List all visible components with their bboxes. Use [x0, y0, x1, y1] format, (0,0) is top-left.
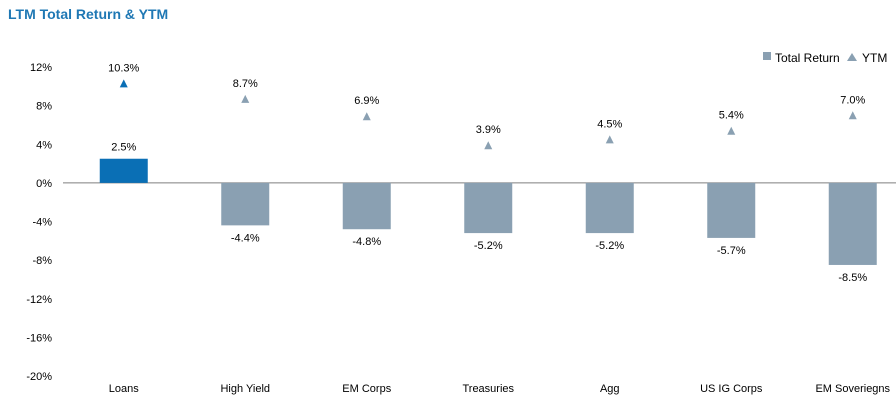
- total-return-label: -5.2%: [474, 240, 503, 252]
- y-tick-label: -12%: [26, 294, 52, 306]
- y-tick-label: -16%: [26, 332, 52, 344]
- x-category-label: EM Soveriegns: [815, 383, 890, 395]
- total-return-label: -5.2%: [595, 240, 624, 252]
- legend-marker-ytm: [847, 53, 857, 61]
- ytm-marker: [605, 135, 614, 144]
- total-return-bar: [828, 182, 877, 265]
- ytm-marker: [848, 111, 857, 120]
- y-axis: 12% 8% 4% 0% -4% -8% -12% -16% -20%: [26, 62, 52, 383]
- bar-series: [99, 158, 877, 265]
- chart-title: LTM Total Return & YTM: [8, 6, 169, 22]
- y-tick-label: -8%: [32, 255, 52, 267]
- x-category-label: EM Corps: [342, 383, 391, 395]
- ytm-label: 5.4%: [719, 110, 744, 122]
- ytm-label: 3.9%: [476, 124, 501, 136]
- y-tick-label: 8%: [36, 101, 52, 113]
- ytm-marker: [362, 112, 371, 121]
- ytm-series: [119, 79, 857, 150]
- ytm-marker: [727, 126, 736, 135]
- ytm-marker: [119, 79, 128, 88]
- total-return-bar: [99, 158, 148, 183]
- ytm-marker: [484, 141, 493, 150]
- y-tick-label: -4%: [32, 217, 52, 229]
- ytm-label: 4.5%: [597, 118, 622, 130]
- legend-swatch-total-return: [763, 52, 771, 60]
- x-category-label: Treasuries: [462, 383, 514, 395]
- total-return-bar: [221, 182, 270, 226]
- y-tick-label: 0%: [36, 178, 52, 190]
- ytm-marker: [241, 94, 250, 103]
- legend-label-ytm: YTM: [862, 51, 887, 65]
- x-category-label: High Yield: [220, 383, 270, 395]
- total-return-label: -5.7%: [717, 245, 746, 257]
- x-category-label: Loans: [109, 383, 139, 395]
- x-axis-categories: Loans High Yield EM Corps Treasuries Agg US I…: [109, 383, 891, 395]
- total-return-bar: [585, 182, 634, 234]
- ytm-label: 10.3%: [108, 62, 139, 74]
- legend: Total Return YTM: [763, 51, 887, 65]
- total-return-bar: [342, 182, 391, 230]
- total-return-label: -4.8%: [352, 236, 381, 248]
- y-tick-label: -20%: [26, 371, 52, 383]
- ytm-label: 6.9%: [354, 95, 379, 107]
- ytm-label: 8.7%: [233, 78, 258, 90]
- total-return-label: 2.5%: [111, 142, 136, 154]
- y-tick-label: 4%: [36, 139, 52, 151]
- data-labels: 2.5% 10.3% -4.4% 8.7% -4.8% 6.9% -5.2% 3.9% -5.2…: [108, 62, 867, 284]
- total-return-bar: [707, 182, 756, 238]
- total-return-label: -8.5%: [838, 272, 867, 284]
- x-category-label: Agg: [600, 383, 620, 395]
- x-category-label: US IG Corps: [700, 383, 763, 395]
- y-tick-label: 12%: [30, 62, 52, 74]
- total-return-bar: [464, 182, 513, 234]
- total-return-label: -4.4%: [231, 232, 260, 244]
- legend-label-total-return: Total Return: [775, 51, 840, 65]
- ytm-label: 7.0%: [840, 94, 865, 106]
